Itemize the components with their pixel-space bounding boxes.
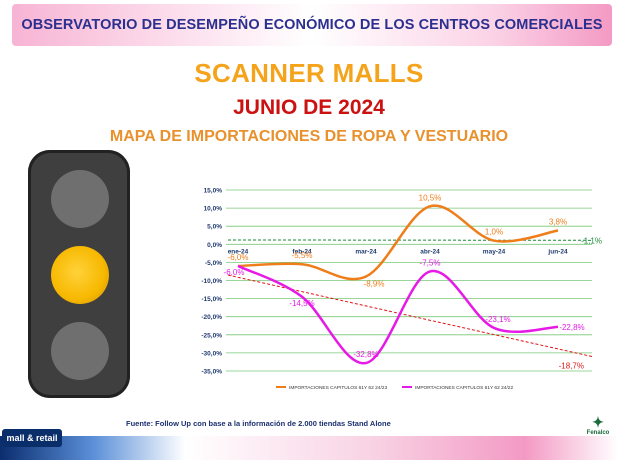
data-label: -8,9% — [364, 280, 385, 289]
page-month: JUNIO DE 2024 — [233, 96, 385, 119]
y-tick-label: -15,0% — [201, 296, 222, 303]
x-tick-label: feb-24 — [292, 248, 312, 255]
header-banner: OBSERVATORIO DE DESEMPEÑO ECONÓMICO DE L… — [12, 4, 612, 46]
y-tick-label: 15,0% — [204, 188, 223, 195]
y-tick-label: -35,0% — [201, 369, 222, 376]
y-tick-label: -25,0% — [201, 332, 222, 339]
data-label: -6,0% — [228, 253, 249, 262]
data-label: 1,0% — [485, 228, 503, 237]
y-tick-label: -10,0% — [201, 278, 222, 285]
data-label: -14,5% — [289, 299, 314, 308]
y-tick-label: 5,0% — [207, 224, 222, 231]
data-label: -32,8% — [353, 350, 378, 359]
page-subtitle: MAPA DE IMPORTACIONES DE ROPA Y VESTUARI… — [109, 128, 509, 145]
fenalco-mark-icon: ✦ — [592, 414, 604, 430]
y-tick-label: 0,0% — [207, 242, 222, 249]
data-label: -7,5% — [420, 258, 441, 267]
y-tick-label: -5,0% — [205, 260, 222, 267]
trendline — [227, 274, 593, 358]
x-tick-label: jun-24 — [547, 248, 568, 255]
data-label: 10,5% — [419, 193, 442, 202]
banner-title: OBSERVATORIO DE DESEMPEÑO ECONÓMICO DE L… — [21, 17, 603, 33]
x-tick-label: abr-24 — [420, 248, 440, 255]
data-label: -6,0% — [224, 268, 245, 277]
data-label: -5,5% — [292, 251, 313, 260]
fenalco-logo: ✦ Fenalco — [580, 414, 616, 440]
x-tick-label: ene-24 — [228, 248, 249, 255]
y-tick-label: -30,0% — [201, 350, 222, 357]
traffic-light-green-lamp — [51, 322, 109, 380]
traffic-light-red-lamp — [51, 170, 109, 228]
mall-retail-logo: mall & retail — [2, 429, 62, 447]
fenalco-logo-text: Fenalco — [586, 430, 610, 436]
footer-bar — [0, 436, 618, 460]
trendline-label: -18,7% — [559, 362, 584, 371]
data-label: -23,1% — [485, 315, 510, 324]
data-label: -22,8% — [559, 323, 584, 332]
traffic-light-yellow-lamp — [51, 246, 109, 304]
traffic-light-icon — [28, 150, 130, 398]
series-line — [237, 204, 559, 281]
legend-label: IMPORTACIONES CAPITULOS 61Y 62 24/23 — [289, 385, 387, 391]
y-tick-label: -20,0% — [201, 314, 222, 321]
source-note: Fuente: Follow Up con base a la informac… — [126, 419, 391, 428]
line-chart: 15,0% 10,0% 5,0% 0,0% -5,0% -10,0% -15,0% -20,0… — [201, 188, 602, 392]
y-tick-label: 10,0% — [204, 206, 223, 213]
data-label: 3,8% — [549, 218, 567, 227]
trendline-label: -1,1% — [581, 236, 602, 245]
legend-label: IMPORTACIONES CAPITULOS 61Y 62 24/22 — [415, 385, 513, 391]
series-line — [237, 264, 559, 365]
banner-background — [12, 4, 612, 46]
x-tick-label: may-24 — [483, 248, 506, 255]
x-tick-label: mar-24 — [355, 248, 377, 255]
page-title: SCANNER MALLS — [194, 58, 424, 88]
